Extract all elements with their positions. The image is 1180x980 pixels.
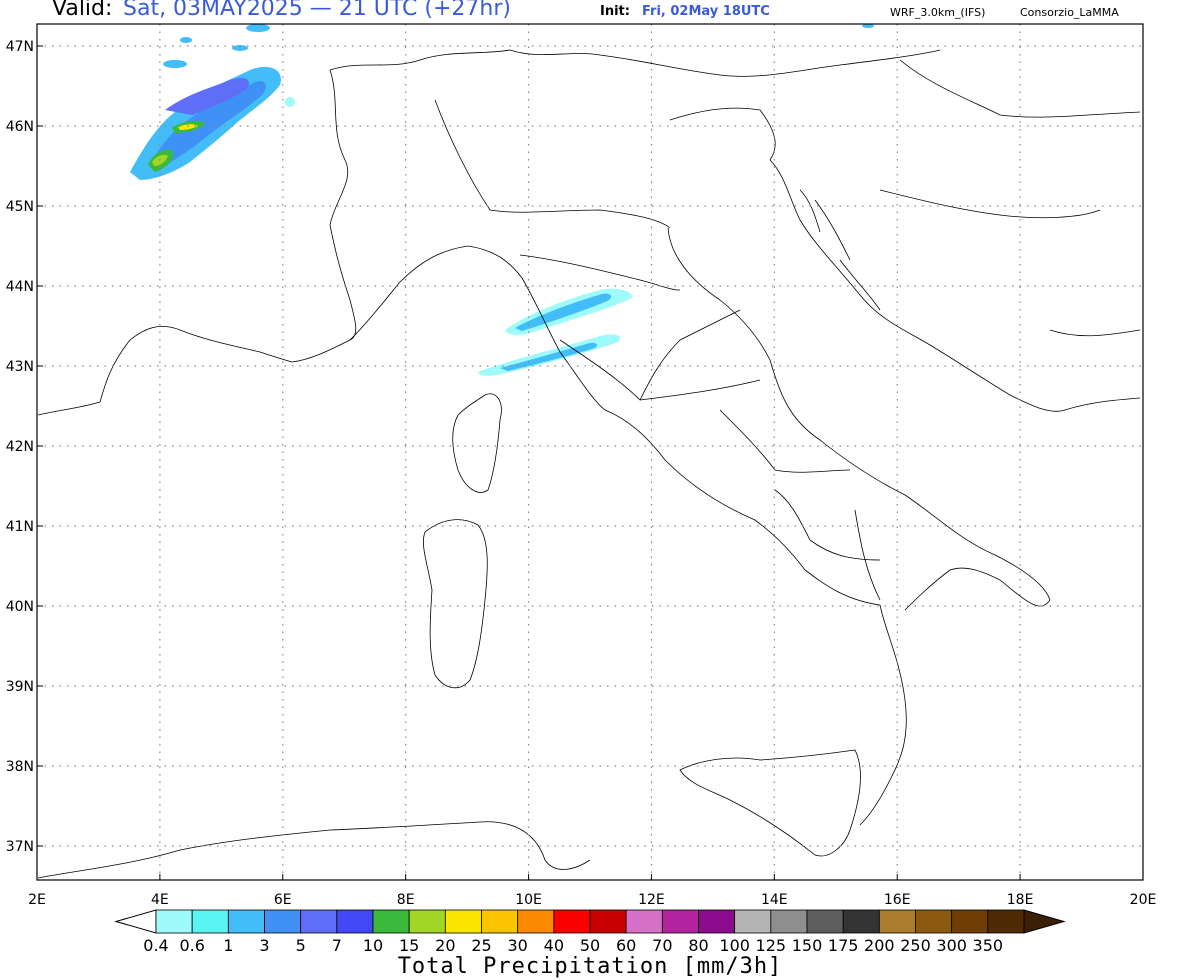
- lat-label: 41N: [6, 519, 34, 535]
- colorbar-label: 175: [828, 936, 859, 955]
- colorbar-label: 15: [399, 936, 419, 955]
- lon-label: 2E: [28, 892, 46, 908]
- colorbar-label: 250: [900, 936, 931, 955]
- precip-area: [862, 24, 874, 28]
- colorbar-label: 30: [507, 936, 527, 955]
- colorbar-swatch: [408, 909, 446, 934]
- colorbar-swatch: [806, 909, 844, 934]
- colorbar-swatch: [444, 909, 482, 934]
- colorbar-label: 0.6: [179, 936, 204, 955]
- colorbar-label: 100: [719, 936, 750, 955]
- lon-label: 12E: [638, 892, 665, 908]
- colorbar-swatch: [264, 909, 302, 934]
- colorbar-swatch: [191, 909, 229, 934]
- lat-label: 47N: [6, 39, 34, 55]
- colorbar-swatch: [878, 909, 916, 934]
- lon-label: 14E: [761, 892, 788, 908]
- lat-label: 44N: [6, 279, 34, 295]
- precip-area: [165, 78, 250, 115]
- lat-label: 38N: [6, 759, 34, 775]
- credit: Consorzio_LaMMA: [1020, 6, 1119, 19]
- colorbar-swatch: [336, 909, 374, 934]
- lat-label: 40N: [6, 599, 34, 615]
- latitude-labels: 47N 46N 45N 44N 43N 42N 41N 40N 39N 38N 37N: [6, 39, 34, 855]
- precip-area: [150, 80, 266, 170]
- colorbar-label: 50: [580, 936, 600, 955]
- colorbar-label: 150: [792, 936, 823, 955]
- colorbar-title: Total Precipitation [mm/3h]: [397, 954, 783, 979]
- colorbar-swatch: [661, 909, 699, 934]
- lon-label: 4E: [151, 892, 169, 908]
- colorbar-label: 40: [544, 936, 564, 955]
- init-label: Init:: [600, 4, 630, 19]
- colorbar-label: 350: [973, 936, 1004, 955]
- lat-label: 42N: [6, 439, 34, 455]
- colorbar-label: 125: [756, 936, 787, 955]
- lat-label: 37N: [6, 839, 34, 855]
- valid-time: Sat, 03MAY2025 — 21 UTC (+27hr): [123, 0, 511, 21]
- colorbar: 0.4 0.6 1 3 5 7 10 15 20 25 30 40 50 60 70 80 100 125 150 1…: [114, 909, 1066, 955]
- colorbar-label: 7: [332, 936, 342, 955]
- map-frame: [36, 23, 1144, 881]
- colorbar-label: 60: [616, 936, 636, 955]
- precip-area: [285, 97, 295, 107]
- precip-layer: [130, 24, 874, 376]
- graticule: [36, 24, 1144, 880]
- colorbar-label: 20: [435, 936, 455, 955]
- colorbar-swatch: [698, 909, 736, 934]
- lat-label: 45N: [6, 199, 34, 215]
- colorbar-label: 200: [864, 936, 895, 955]
- colorbar-label: 10: [363, 936, 383, 955]
- precip-area: [500, 342, 598, 371]
- colorbar-swatch: [227, 909, 265, 934]
- colorbar-label: 1: [223, 936, 233, 955]
- colorbar-label: 300: [936, 936, 967, 955]
- lat-label: 43N: [6, 359, 34, 375]
- precip-core: [178, 124, 198, 130]
- precip-area: [163, 60, 187, 68]
- colorbar-swatch: [300, 909, 338, 934]
- colorbar-label: 25: [471, 936, 491, 955]
- lat-label: 46N: [6, 119, 34, 135]
- lon-label: 20E: [1130, 892, 1157, 908]
- colorbar-swatch: [987, 909, 1025, 934]
- colorbar-swatch: [951, 909, 989, 934]
- coastlines: [37, 49, 1141, 879]
- header: Valid: Sat, 03MAY2025 — 21 UTC (+27hr) I…: [0, 0, 1180, 24]
- precip-area: [246, 24, 270, 32]
- colorbar-swatch: [770, 909, 808, 934]
- colorbar-label: 70: [652, 936, 672, 955]
- lon-label: 8E: [397, 892, 415, 908]
- colorbar-label: 5: [296, 936, 306, 955]
- init-time: Fri, 02May 18UTC: [642, 4, 770, 19]
- colorbar-swatch: [517, 909, 555, 934]
- lon-label: 16E: [884, 892, 911, 908]
- colorbar-under-arrow: [114, 909, 157, 934]
- colorbar-swatch: [372, 909, 410, 934]
- colorbar-label: 3: [259, 936, 269, 955]
- precip-area: [232, 45, 248, 51]
- colorbar-swatch: [734, 909, 772, 934]
- model-name: WRF_3.0km_(IFS): [890, 6, 986, 19]
- colorbar-label: 80: [688, 936, 708, 955]
- colorbar-swatch: [481, 909, 519, 934]
- precip-area: [515, 293, 612, 331]
- valid-label: Valid:: [52, 0, 113, 21]
- colorbar-swatch: [155, 909, 193, 934]
- colorbar-over-arrow: [1023, 909, 1066, 934]
- lat-label: 39N: [6, 679, 34, 695]
- lon-label: 6E: [274, 892, 292, 908]
- colorbar-label: 0.4: [143, 936, 168, 955]
- colorbar-swatch: [625, 909, 663, 934]
- colorbar-swatch: [842, 909, 880, 934]
- colorbar-swatch: [553, 909, 591, 934]
- lon-label: 10E: [515, 892, 542, 908]
- longitude-labels: 2E 4E 6E 8E 10E 12E 14E 16E 18E 20E: [28, 892, 1156, 908]
- colorbar-swatch: [589, 909, 627, 934]
- precip-area: [180, 37, 192, 43]
- colorbar-swatch: [915, 909, 953, 934]
- lon-label: 18E: [1007, 892, 1034, 908]
